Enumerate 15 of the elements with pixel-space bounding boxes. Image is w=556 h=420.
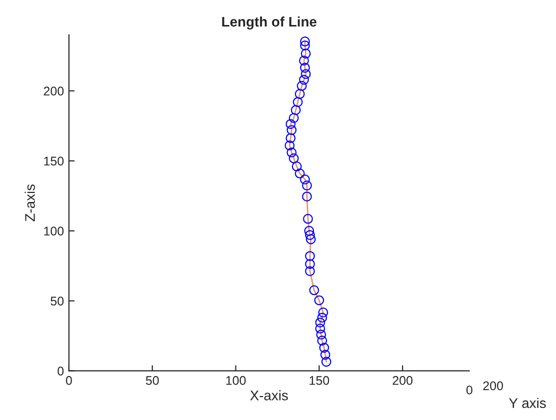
x-tick-label: 200	[392, 376, 412, 385]
text: 0	[466, 386, 472, 394]
text: Y axis	[509, 398, 546, 408]
y-tick-label: 50	[50, 296, 64, 306]
x-tick-label: 50	[146, 376, 159, 385]
y-tick-label: 100	[44, 226, 64, 236]
x-tick-label: 150	[310, 376, 330, 385]
x-tick-label: 0	[66, 376, 72, 385]
y-tick-label: 150	[44, 156, 64, 166]
y-tick-label: 200	[44, 86, 64, 96]
y-axis-title: Z-axis	[24, 184, 35, 222]
y-tick-label: 0	[58, 366, 64, 376]
chart-title: Length of Line	[222, 16, 316, 30]
x-tick-label: 100	[226, 376, 246, 385]
x-axis-title: X-axis	[250, 390, 288, 400]
